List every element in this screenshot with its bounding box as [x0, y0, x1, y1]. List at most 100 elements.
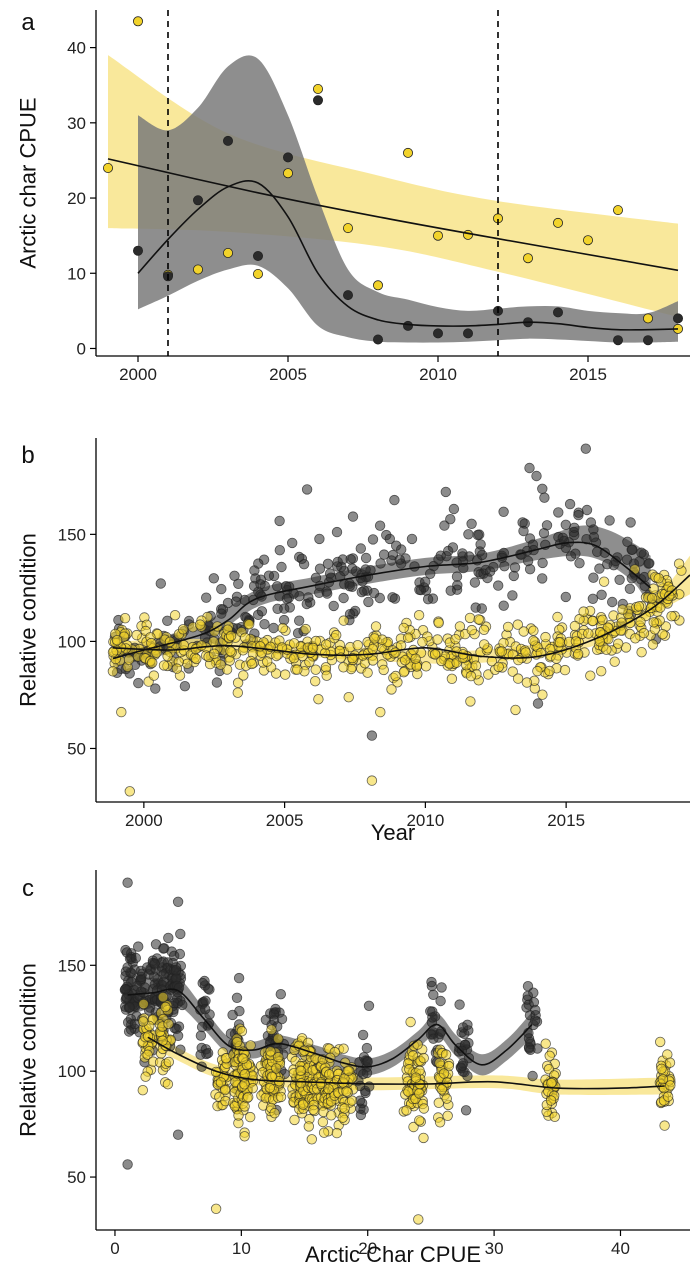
data-point [266, 1024, 277, 1035]
data-point [321, 670, 332, 681]
data-point [414, 584, 425, 596]
data-point [322, 558, 334, 570]
data-point-outlier [301, 484, 313, 495]
data-point [463, 529, 474, 540]
data-point [298, 559, 310, 570]
data-point [433, 617, 444, 629]
data-point [268, 622, 279, 634]
data-point [338, 662, 349, 673]
data-point [274, 545, 286, 556]
data-point [162, 651, 173, 662]
data-point [581, 504, 593, 516]
data-point [259, 619, 270, 630]
data-point [664, 1057, 676, 1068]
data-point [247, 1082, 258, 1094]
x-tick-label: 2005 [269, 365, 307, 384]
data-point [143, 969, 154, 980]
data-point [498, 600, 509, 611]
data-point [630, 633, 641, 644]
data-point [253, 558, 264, 569]
data-point [402, 632, 414, 644]
data-point [196, 1021, 208, 1033]
data-point [202, 1047, 214, 1059]
data-point [451, 571, 463, 582]
data-point [140, 1071, 151, 1082]
data-point [551, 653, 562, 664]
data-point [521, 677, 533, 688]
data-point [170, 965, 182, 976]
data-point [323, 1083, 334, 1095]
data-point [617, 604, 628, 615]
data-point [662, 1091, 674, 1102]
data-point [413, 610, 425, 621]
data-point [565, 551, 577, 562]
data-point [282, 152, 293, 163]
data-point [158, 660, 170, 671]
data-point [265, 1046, 276, 1057]
data-point [436, 982, 447, 993]
data-point [462, 1019, 473, 1031]
data-point-outlier [116, 706, 127, 718]
data-point [523, 253, 534, 264]
points-dark [109, 443, 662, 741]
data-point [273, 1033, 284, 1044]
data-point [304, 656, 315, 668]
data-point [502, 621, 514, 633]
data-point [208, 573, 220, 584]
data-point [401, 1105, 412, 1116]
data-point [274, 515, 285, 527]
data-point [216, 583, 227, 595]
data-point [344, 581, 355, 592]
data-point [242, 1091, 254, 1103]
data-point [402, 147, 413, 158]
data-point [233, 972, 245, 984]
data-point [307, 642, 319, 654]
data-point [360, 552, 372, 564]
data-point [569, 522, 580, 534]
data-point [224, 655, 235, 666]
data-point [133, 677, 144, 689]
data-point [657, 629, 668, 640]
data-point [148, 670, 160, 681]
data-point [512, 673, 524, 684]
data-point [162, 1078, 174, 1090]
data-point-outlier [580, 443, 592, 454]
data-point [107, 666, 119, 677]
fit-line-gold [112, 574, 690, 659]
data-point [408, 1121, 419, 1133]
data-point [507, 666, 518, 677]
data-point [443, 545, 454, 557]
ci-band-dark [138, 55, 678, 343]
data-point [191, 653, 202, 665]
data-point [598, 576, 610, 587]
data-point [342, 223, 353, 234]
panel-label: c [22, 875, 34, 902]
data-point [604, 515, 615, 526]
data-point [346, 1095, 358, 1106]
data-point [517, 517, 528, 528]
x-tick-label: 0 [110, 1239, 119, 1258]
data-point [531, 470, 542, 482]
data-point [432, 230, 443, 241]
data-point [537, 483, 548, 495]
data-point [390, 670, 401, 682]
y-tick-label: 100 [58, 632, 86, 651]
data-point [295, 1077, 307, 1089]
x-axis-title: Year [371, 820, 415, 845]
data-point-outlier [172, 1129, 184, 1140]
data-point [335, 571, 346, 582]
data-point [386, 684, 397, 695]
x-tick-label: 40 [611, 1239, 630, 1258]
data-point [239, 632, 251, 644]
data-point [225, 646, 236, 657]
data-point [268, 1009, 280, 1020]
data-point [326, 1110, 337, 1121]
data-point [244, 1111, 256, 1123]
data-point-outlier [210, 1203, 222, 1215]
data-point [119, 613, 131, 624]
data-point [318, 1127, 330, 1138]
data-point [466, 518, 477, 530]
data-point [301, 598, 313, 610]
data-point [131, 629, 142, 641]
